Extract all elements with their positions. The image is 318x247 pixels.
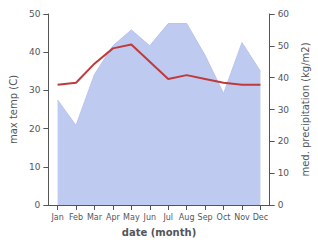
svg-text:60: 60 xyxy=(278,9,290,19)
svg-text:Nov: Nov xyxy=(234,213,250,222)
svg-text:med. precipitation (kg/m2): med. precipitation (kg/m2) xyxy=(300,42,311,176)
svg-text:30: 30 xyxy=(29,85,41,95)
svg-text:10: 10 xyxy=(29,162,41,172)
svg-text:30: 30 xyxy=(278,105,290,115)
svg-text:50: 50 xyxy=(278,41,290,51)
svg-text:0: 0 xyxy=(278,200,284,210)
svg-text:Apr: Apr xyxy=(106,213,121,222)
svg-text:10: 10 xyxy=(278,168,290,178)
svg-text:May: May xyxy=(123,213,140,222)
svg-text:Oct: Oct xyxy=(217,213,231,222)
svg-text:date (month): date (month) xyxy=(122,227,196,238)
svg-text:max temp (C): max temp (C) xyxy=(8,75,19,144)
svg-text:Mar: Mar xyxy=(87,213,103,222)
svg-text:20: 20 xyxy=(29,124,41,134)
svg-text:0: 0 xyxy=(35,200,41,210)
svg-text:40: 40 xyxy=(278,73,290,83)
svg-text:50: 50 xyxy=(29,9,41,19)
svg-text:20: 20 xyxy=(278,136,290,146)
svg-text:Dec: Dec xyxy=(253,213,268,222)
svg-text:Jun: Jun xyxy=(143,213,157,222)
svg-text:Aug: Aug xyxy=(179,213,195,222)
svg-text:Feb: Feb xyxy=(69,213,83,222)
svg-text:Jul: Jul xyxy=(162,213,173,222)
svg-text:40: 40 xyxy=(29,47,41,57)
svg-text:Sep: Sep xyxy=(198,213,213,222)
svg-text:Jan: Jan xyxy=(50,213,63,222)
